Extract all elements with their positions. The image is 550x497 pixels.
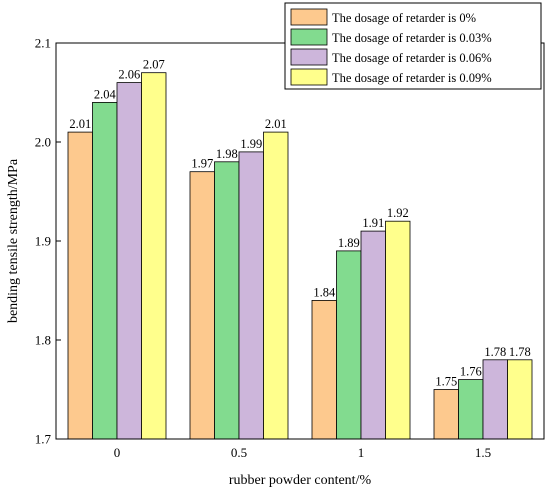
bar — [385, 220, 411, 440]
bar — [263, 131, 289, 440]
bar — [189, 171, 215, 440]
data-label: 2.06 — [118, 68, 140, 82]
bars — [67, 72, 533, 440]
legend-label: The dosage of retarder is 0.09% — [332, 71, 492, 85]
x-axis-title: rubber powder content/% — [229, 473, 372, 488]
y-axis-ticks: 1.7 1.8 1.9 2.0 2.1 — [35, 36, 61, 447]
bar — [67, 131, 93, 440]
y-axis-title: bending tensile strength/MPa — [6, 158, 21, 323]
y-tick-label: 1.8 — [35, 333, 51, 348]
data-label: 1.78 — [484, 345, 506, 359]
bar — [433, 389, 459, 440]
data-label: 1.92 — [387, 206, 409, 220]
legend-swatch — [290, 8, 328, 26]
legend-label: The dosage of retarder is 0.03% — [332, 31, 492, 45]
bar — [482, 359, 508, 440]
legend-box — [284, 2, 542, 90]
bar — [92, 102, 118, 440]
x-tick-label: 0 — [114, 445, 121, 460]
data-label: 2.07 — [143, 58, 165, 72]
data-label: 1.98 — [216, 147, 238, 161]
y-tick-label: 1.9 — [35, 234, 51, 249]
bar — [238, 151, 264, 440]
legend-swatch — [290, 48, 328, 66]
data-label: 1.99 — [240, 137, 262, 151]
y-tick-label: 1.7 — [35, 432, 52, 447]
legend: The dosage of retarder is 0% The dosage o… — [284, 2, 542, 90]
data-label: 1.78 — [509, 345, 531, 359]
data-label: 1.76 — [460, 365, 482, 379]
y-tick-label: 2.0 — [35, 135, 51, 150]
data-label: 1.75 — [435, 375, 457, 389]
data-label: 1.91 — [362, 216, 384, 230]
legend-label: The dosage of retarder is 0% — [332, 11, 476, 25]
bar — [141, 72, 167, 440]
bar — [116, 82, 142, 440]
y-tick-label: 2.1 — [35, 36, 51, 51]
data-labels: 2.012.042.062.071.971.981.992.011.841.89… — [69, 58, 530, 389]
bar — [336, 250, 362, 440]
legend-swatch — [290, 68, 328, 86]
legend-swatch — [290, 28, 328, 46]
legend-label: The dosage of retarder is 0.06% — [332, 51, 492, 65]
data-label: 1.89 — [338, 236, 360, 250]
bar — [214, 161, 240, 440]
data-label: 2.04 — [94, 87, 117, 101]
x-tick-label: 1 — [358, 445, 365, 460]
data-label: 1.97 — [191, 157, 213, 171]
x-tick-label: 0.5 — [231, 445, 247, 460]
x-tick-label: 1.5 — [475, 445, 491, 460]
bar — [360, 230, 386, 440]
bar — [311, 299, 337, 440]
data-label: 2.01 — [69, 117, 91, 131]
data-label: 1.84 — [313, 285, 336, 299]
bar — [507, 359, 533, 440]
bar — [458, 379, 484, 440]
data-label: 2.01 — [265, 117, 287, 131]
